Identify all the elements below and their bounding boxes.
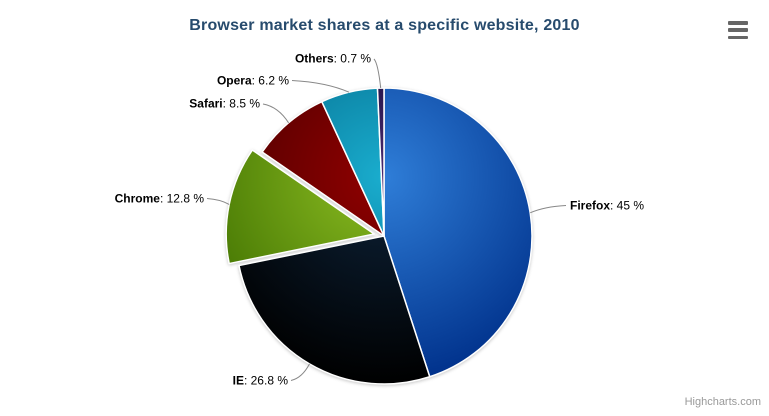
hamburger-icon bbox=[728, 35, 748, 39]
pie-slice-others[interactable] bbox=[376, 87, 385, 237]
chart-title: Browser market shares at a specific webs… bbox=[189, 17, 580, 34]
data-label-ie: IE: 26.8 % bbox=[232, 373, 288, 388]
context-menu-button[interactable] bbox=[728, 21, 748, 39]
label-connector-firefox bbox=[530, 205, 567, 214]
data-label-safari: Safari: 8.5 % bbox=[189, 96, 260, 111]
data-label-firefox: Firefox: 45 % bbox=[570, 198, 645, 213]
pie-slice-ie[interactable] bbox=[238, 235, 431, 385]
data-label-opera: Opera: 6.2 % bbox=[216, 73, 289, 88]
label-connector-opera bbox=[291, 80, 350, 93]
label-connector-chrome bbox=[206, 198, 230, 205]
data-label-others: Others: 0.7 % bbox=[294, 51, 371, 66]
hamburger-icon bbox=[728, 21, 748, 25]
label-connector-others bbox=[373, 58, 382, 89]
credits-link[interactable]: Highcharts.com bbox=[684, 396, 761, 408]
label-connector-safari bbox=[262, 103, 290, 124]
hamburger-icon bbox=[728, 28, 748, 32]
data-label-chrome: Chrome: 12.8 % bbox=[114, 191, 204, 206]
label-connector-ie bbox=[290, 363, 310, 381]
pie-slice-firefox[interactable] bbox=[383, 87, 533, 378]
pie-slice-chrome[interactable] bbox=[225, 149, 375, 265]
